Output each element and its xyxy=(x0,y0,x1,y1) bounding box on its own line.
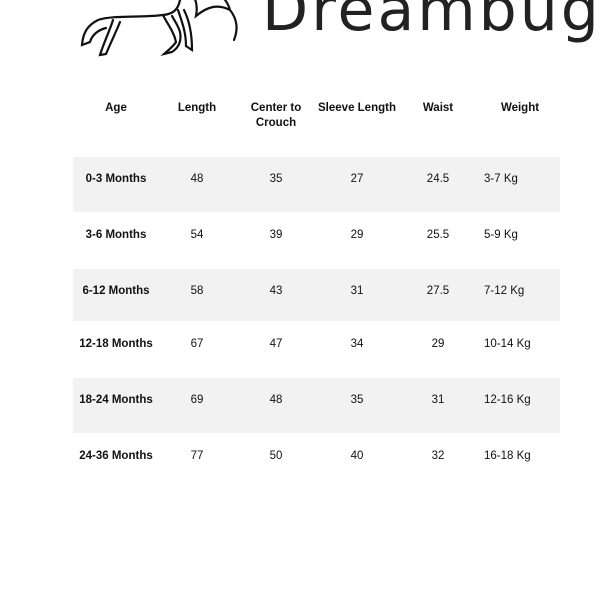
header-age: Age xyxy=(105,102,127,114)
table-cell: 35 xyxy=(269,173,283,185)
table-cell: 39 xyxy=(269,229,283,241)
table-cell: 5-9 Kg xyxy=(484,229,518,241)
table-cell: 69 xyxy=(190,394,204,406)
row-shade xyxy=(73,157,560,212)
table-cell: 29 xyxy=(431,338,445,350)
table-cell: 67 xyxy=(190,338,204,350)
table-cell: 7-12 Kg xyxy=(484,285,525,297)
table-cell: 12-16 Kg xyxy=(484,394,531,406)
header-center-to-crouch: Center to Crouch xyxy=(250,102,302,129)
table-cell: 54 xyxy=(190,229,204,241)
table-cell: 48 xyxy=(269,394,283,406)
header-waist: Waist xyxy=(422,102,454,114)
table-cell: 34 xyxy=(350,338,364,350)
row-age-label: 24-36 Months xyxy=(79,450,153,462)
row-age-label: 6-12 Months xyxy=(82,285,150,297)
header-weight: Weight xyxy=(500,102,540,114)
logo-text: Dreambug xyxy=(262,0,600,45)
table-cell: 58 xyxy=(190,285,204,297)
row-shade xyxy=(73,269,560,321)
horse-logo-icon xyxy=(80,0,238,57)
table-cell: 31 xyxy=(431,394,445,406)
table-cell: 29 xyxy=(350,229,364,241)
table-cell: 25.5 xyxy=(426,229,450,241)
table-cell: 77 xyxy=(190,450,204,462)
table-cell: 10-14 Kg xyxy=(484,338,531,350)
table-cell: 40 xyxy=(350,450,364,462)
table-cell: 48 xyxy=(190,173,204,185)
table-cell: 27 xyxy=(350,173,364,185)
table-cell: 35 xyxy=(350,394,364,406)
row-age-label: 18-24 Months xyxy=(79,394,153,406)
row-age-label: 12-18 Months xyxy=(79,338,153,350)
table-cell: 50 xyxy=(269,450,283,462)
table-cell: 32 xyxy=(431,450,445,462)
table-cell: 47 xyxy=(269,338,283,350)
row-age-label: 0-3 Months xyxy=(85,173,147,185)
table-cell: 31 xyxy=(350,285,364,297)
table-cell: 3-7 Kg xyxy=(484,173,518,185)
row-age-label: 3-6 Months xyxy=(85,229,147,241)
table-cell: 27.5 xyxy=(426,285,450,297)
header-length: Length xyxy=(177,102,217,114)
table-cell: 24.5 xyxy=(426,173,450,185)
table-cell: 43 xyxy=(269,285,283,297)
table-cell: 16-18 Kg xyxy=(484,450,531,462)
row-shade xyxy=(73,378,560,433)
header-sleeve-length: Sleeve Length xyxy=(318,102,396,114)
